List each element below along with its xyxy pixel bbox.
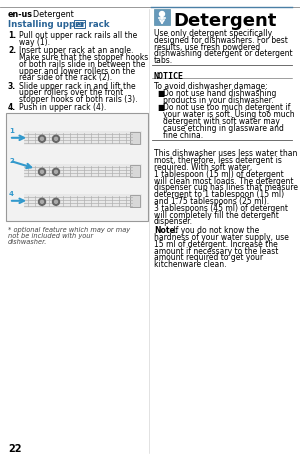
Bar — [130, 132, 140, 144]
Text: and 1.75 tablespoons (25 ml).: and 1.75 tablespoons (25 ml). — [154, 197, 269, 206]
Text: 3 tablespoons (45 ml) of detergent: 3 tablespoons (45 ml) of detergent — [154, 203, 288, 213]
Text: dishwashing detergent or detergent: dishwashing detergent or detergent — [154, 49, 292, 58]
Text: 3.: 3. — [8, 81, 16, 90]
Text: Installing upper rack: Installing upper rack — [8, 20, 112, 29]
Text: Detergent: Detergent — [28, 10, 74, 19]
Text: 4: 4 — [9, 190, 14, 196]
Text: 2: 2 — [9, 157, 14, 163]
Text: upper rollers over the front: upper rollers over the front — [19, 88, 123, 97]
Text: 1 tablespoon (15 ml) of detergent: 1 tablespoon (15 ml) of detergent — [154, 169, 284, 178]
Bar — [154, 10, 170, 26]
Text: detergent to 1 tablespoon (15 ml): detergent to 1 tablespoon (15 ml) — [154, 190, 284, 199]
Text: kitchenware clean.: kitchenware clean. — [154, 260, 226, 269]
Text: dishwasher.: dishwasher. — [8, 239, 47, 245]
Text: most, therefore, less detergent is: most, therefore, less detergent is — [154, 156, 282, 165]
Text: 22: 22 — [8, 443, 22, 453]
Circle shape — [52, 199, 59, 206]
Text: required. With soft water,: required. With soft water, — [154, 163, 252, 172]
Text: Slide upper rack in and lift the: Slide upper rack in and lift the — [19, 81, 136, 90]
Text: not be included with your: not be included with your — [8, 232, 93, 239]
Text: tabs.: tabs. — [154, 56, 173, 65]
Text: * optional feature which may or may: * optional feature which may or may — [8, 226, 130, 232]
Text: Detergent: Detergent — [173, 12, 276, 30]
Text: en-us: en-us — [8, 10, 33, 19]
Text: 1.: 1. — [8, 31, 16, 40]
Circle shape — [38, 199, 46, 206]
Circle shape — [40, 138, 43, 141]
Text: upper and lower rollers on the: upper and lower rollers on the — [19, 66, 135, 75]
Text: dispenser.: dispenser. — [154, 217, 193, 226]
Text: of both rails slide in between the: of both rails slide in between the — [19, 60, 146, 69]
Text: products in your dishwasher.: products in your dishwasher. — [163, 95, 274, 104]
Text: NOTICE: NOTICE — [154, 72, 184, 81]
Circle shape — [160, 13, 164, 18]
Text: 4.: 4. — [8, 103, 16, 112]
Text: 2.: 2. — [8, 46, 16, 55]
Text: will completely fill the detergent: will completely fill the detergent — [154, 210, 279, 219]
Text: If you do not know the: If you do not know the — [171, 226, 259, 235]
Text: Use only detergent specifically: Use only detergent specifically — [154, 29, 272, 38]
Circle shape — [40, 171, 43, 174]
Text: results, use fresh powdered: results, use fresh powdered — [154, 43, 260, 51]
Circle shape — [55, 201, 58, 204]
Bar — [130, 165, 140, 177]
Text: ■: ■ — [157, 103, 164, 112]
Circle shape — [52, 136, 59, 143]
Text: cause etching in glassware and: cause etching in glassware and — [163, 124, 284, 132]
Circle shape — [55, 171, 58, 174]
Bar — [24, 194, 142, 208]
Text: amount if necessary to the least: amount if necessary to the least — [154, 246, 278, 255]
Text: 15 ml of detergent. Increase the: 15 ml of detergent. Increase the — [154, 239, 278, 248]
Circle shape — [40, 201, 43, 204]
Circle shape — [38, 136, 46, 143]
Bar — [130, 195, 140, 207]
Text: To avoid dishwasher damage:: To avoid dishwasher damage: — [154, 82, 268, 91]
Text: This dishwasher uses less water than: This dishwasher uses less water than — [154, 149, 297, 158]
Text: ■: ■ — [157, 88, 164, 98]
Text: Note:: Note: — [154, 226, 178, 235]
Text: stopper hooks of both rails (3).: stopper hooks of both rails (3). — [19, 95, 137, 104]
Text: will clean most loads. The detergent: will clean most loads. The detergent — [154, 176, 293, 185]
Text: 21: 21 — [75, 22, 84, 28]
Text: detergent with soft water may: detergent with soft water may — [163, 117, 280, 126]
Text: Pull out upper rack rails all the: Pull out upper rack rails all the — [19, 31, 137, 40]
Text: Make sure that the stopper hooks: Make sure that the stopper hooks — [19, 53, 148, 62]
Text: Insert upper rack at an angle.: Insert upper rack at an angle. — [19, 46, 134, 55]
Text: your water is soft. Using too much: your water is soft. Using too much — [163, 110, 295, 119]
Text: fine china.: fine china. — [163, 130, 203, 139]
Text: dispenser cup has lines that measure: dispenser cup has lines that measure — [154, 183, 298, 192]
Bar — [74, 21, 85, 29]
Bar — [6, 113, 148, 221]
Text: amount required to get your: amount required to get your — [154, 253, 263, 262]
Text: way (1).: way (1). — [19, 38, 50, 47]
Circle shape — [55, 138, 58, 141]
Circle shape — [38, 169, 46, 176]
Circle shape — [52, 169, 59, 176]
Text: hardness of your water supply, use: hardness of your water supply, use — [154, 232, 289, 242]
Bar — [24, 131, 142, 145]
Text: designed for dishwashers. For best: designed for dishwashers. For best — [154, 36, 288, 45]
Bar — [24, 164, 142, 178]
Text: Push in upper rack (4).: Push in upper rack (4). — [19, 103, 106, 112]
Text: Do not use too much detergent if: Do not use too much detergent if — [163, 103, 290, 112]
Text: Do not use hand dishwashing: Do not use hand dishwashing — [163, 88, 276, 98]
Text: 1: 1 — [9, 127, 14, 133]
Text: rear side of the rack (2).: rear side of the rack (2). — [19, 73, 112, 82]
